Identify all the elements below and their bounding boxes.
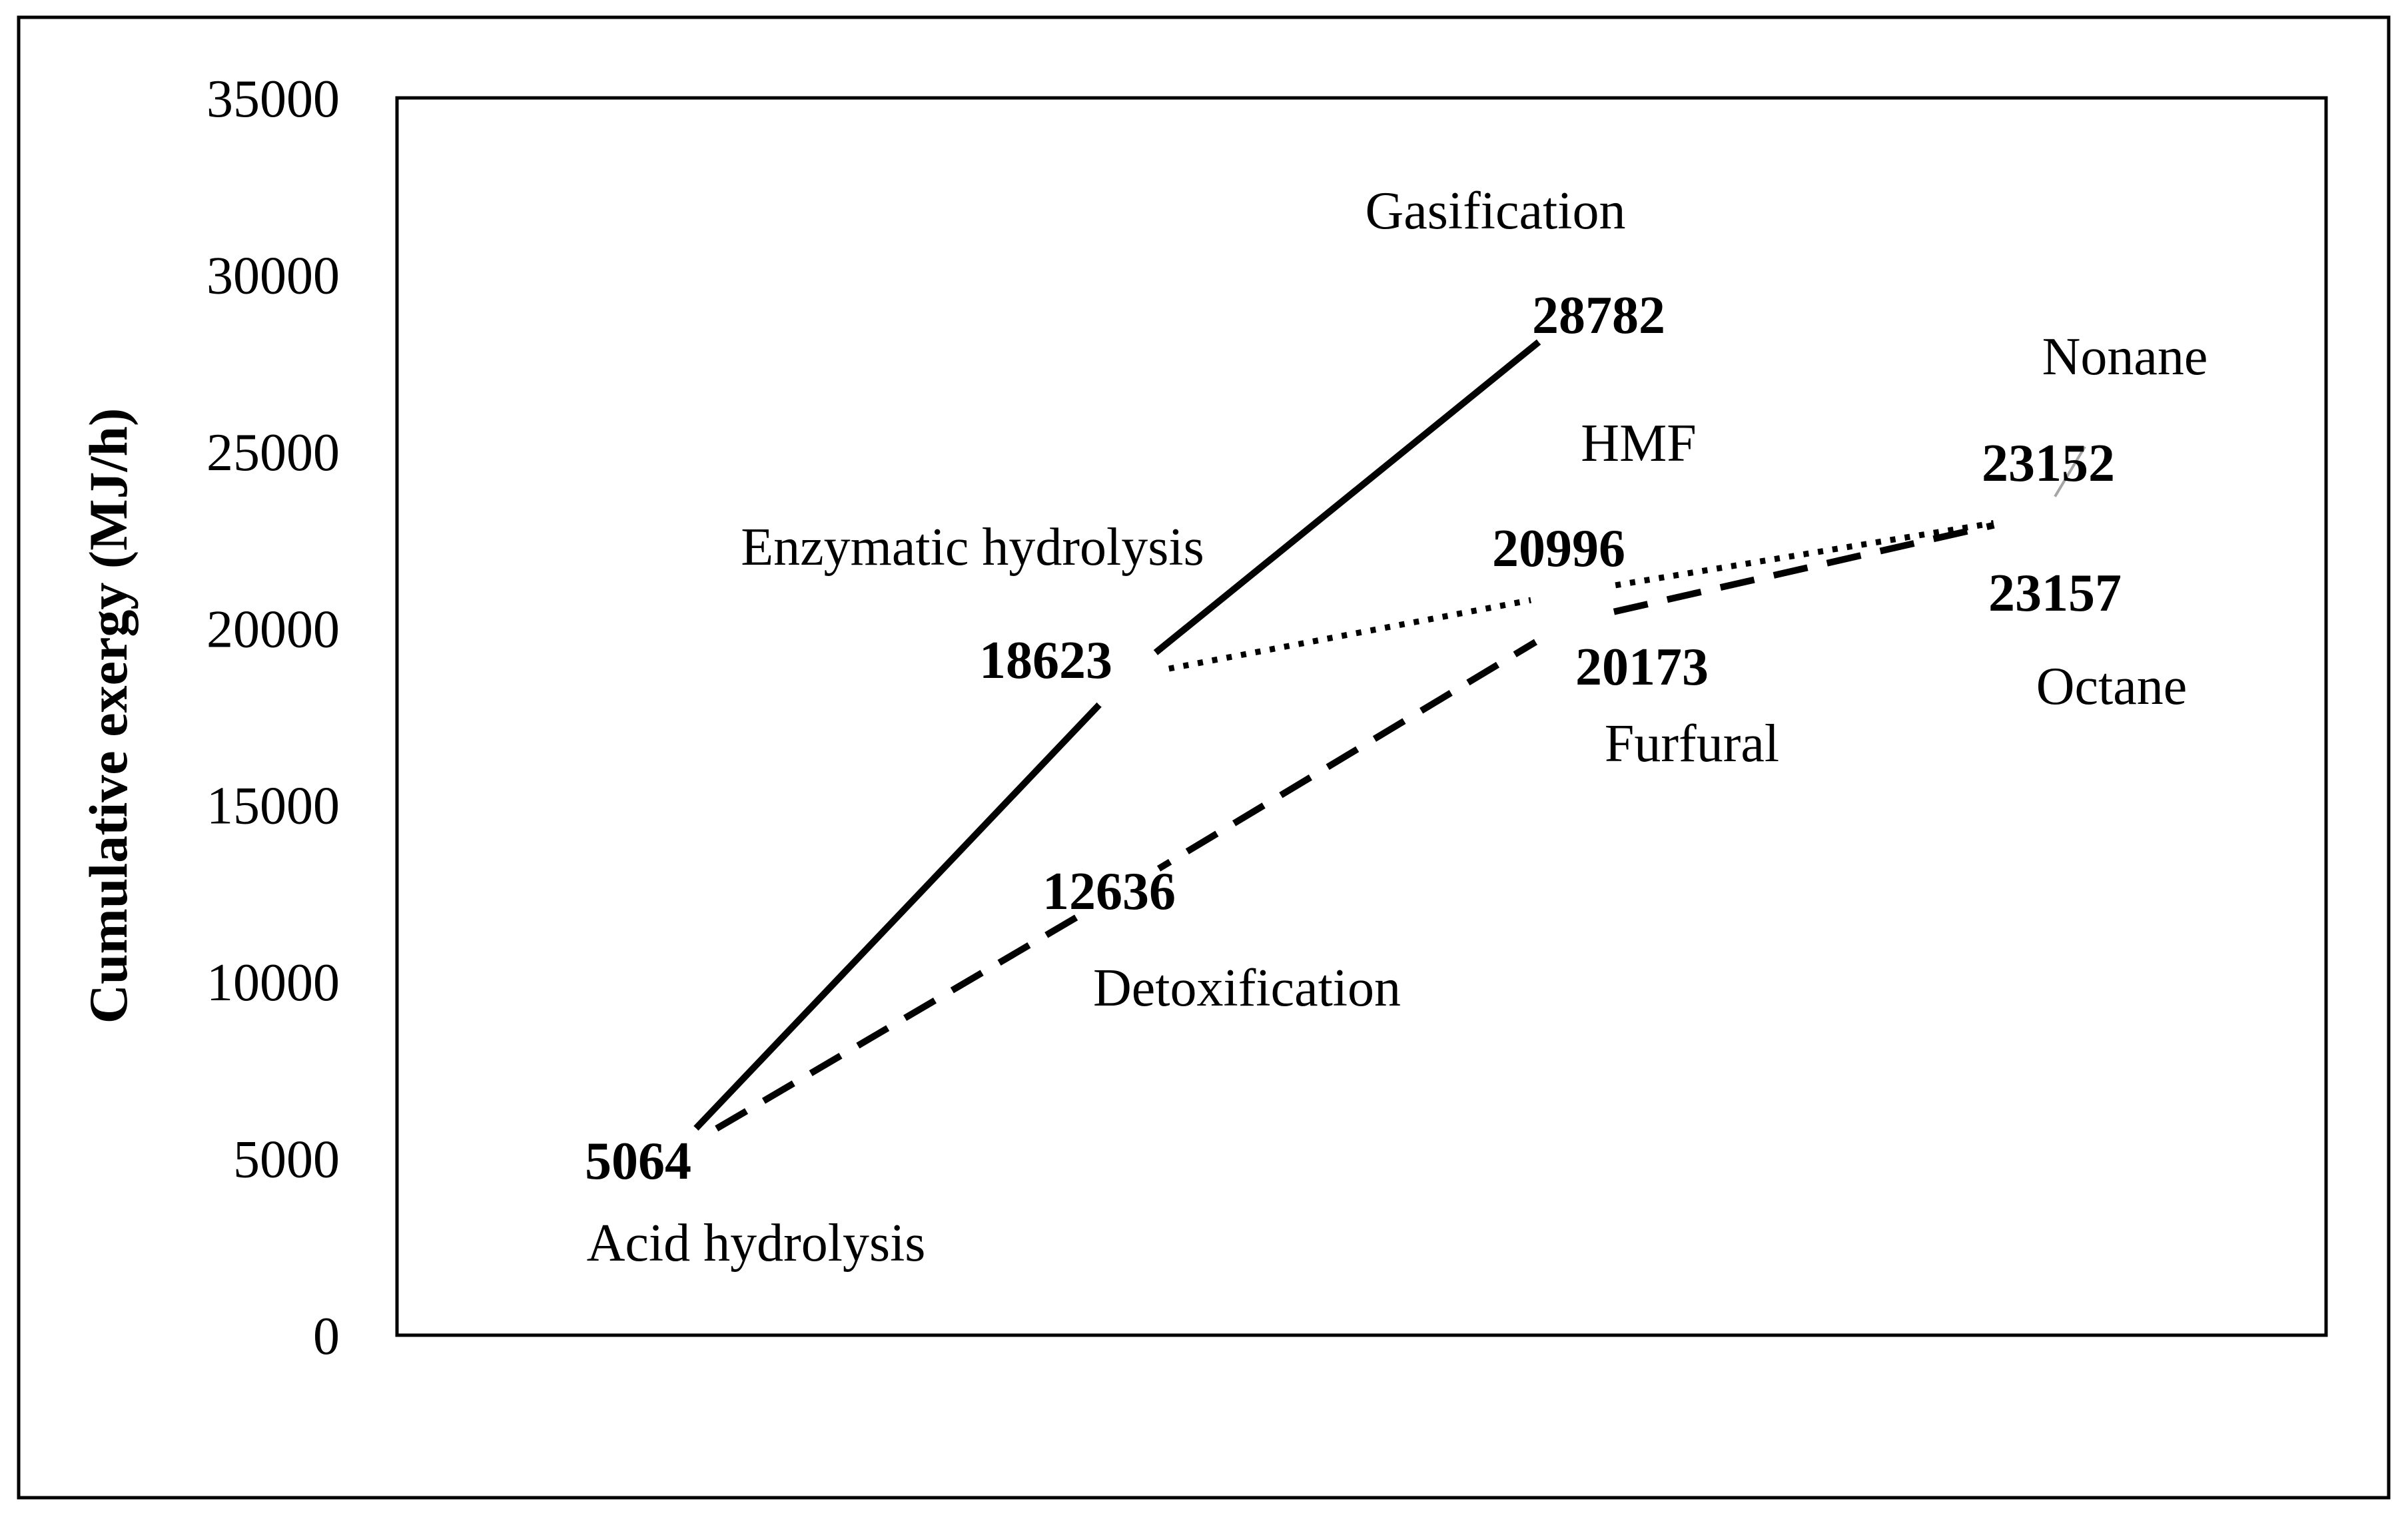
stage-label: Octane	[2036, 657, 2188, 716]
point-gap	[1087, 638, 1164, 716]
value-label: 28782	[1532, 286, 1665, 345]
value-label: 5064	[585, 1132, 691, 1191]
y-tick-label: 15000	[206, 777, 340, 836]
stage-label: Gasification	[1366, 182, 1626, 240]
y-tick-label: 0	[313, 1307, 340, 1366]
stage-label: HMF	[1581, 414, 1696, 473]
value-label: 20996	[1492, 519, 1625, 578]
y-tick-label: 35000	[206, 70, 340, 129]
y-axis-title: Cumulative exergy (MJ/h)	[78, 408, 139, 1024]
point-gap	[1087, 850, 1164, 928]
y-tick-label: 25000	[206, 424, 340, 482]
value-label: 12636	[1042, 862, 1176, 921]
value-label: 23152	[1982, 434, 2115, 493]
point-gap	[1993, 477, 2070, 555]
y-tick-label: 10000	[206, 954, 340, 1012]
series-line-dotted	[1125, 513, 2032, 680]
label-gaps	[631, 279, 2070, 1195]
stage-label: Acid hydrolysis	[587, 1214, 926, 1273]
point-gap	[1530, 583, 1607, 661]
leader-line	[2054, 446, 2086, 497]
y-axis-ticks: 0 5000 10000 15000 20000 25000 30000 35000	[206, 70, 340, 1366]
y-tick-label: 30000	[206, 246, 340, 305]
value-label: 23157	[1988, 564, 2122, 623]
stage-label: Furfural	[1605, 715, 1779, 773]
series-line-dashed	[667, 513, 2033, 1159]
stage-label: Detoxification	[1093, 959, 1401, 1018]
connector-layer	[2054, 446, 2086, 497]
point-gap	[1530, 279, 1607, 357]
value-label: 20173	[1575, 638, 1709, 697]
value-labels: 28782 23152 20996 18623 20173 23157 12636 5064	[585, 286, 2122, 1191]
y-tick-label: 5000	[233, 1131, 340, 1189]
y-tick-label: 20000	[206, 600, 340, 659]
stage-label: Nonane	[2042, 328, 2208, 386]
point-gap	[631, 1117, 708, 1195]
value-label: 18623	[979, 631, 1112, 690]
stage-label: Enzymatic hydrolysis	[741, 518, 1204, 577]
stage-labels: Gasification Nonane HMF Enzymatic hydrolysi…	[587, 182, 2208, 1273]
